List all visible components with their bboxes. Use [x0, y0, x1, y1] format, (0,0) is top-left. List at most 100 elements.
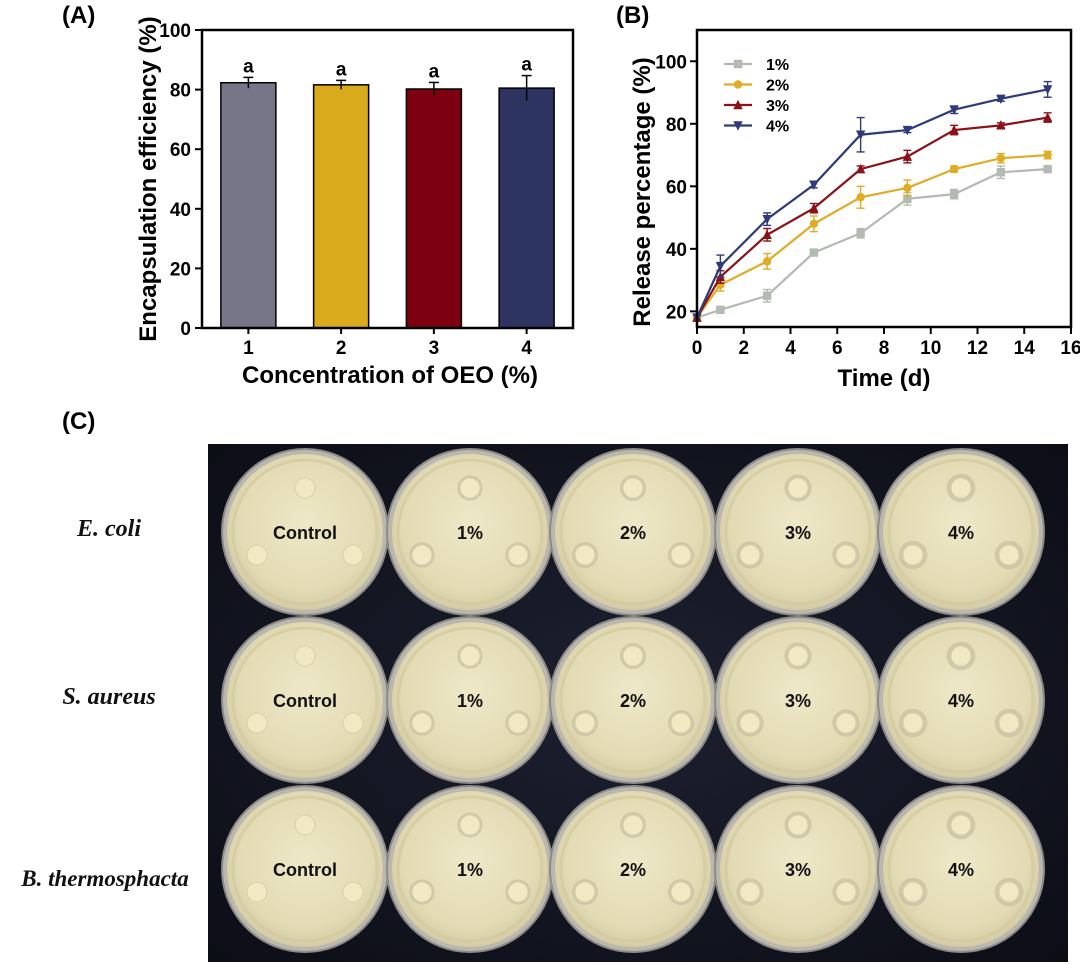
data-point [902, 125, 913, 136]
x-axis-label: Concentration of OEO (%) [242, 362, 538, 389]
dish-label-Control: Control [273, 860, 337, 880]
data-point [809, 203, 819, 213]
bar-4 [498, 87, 555, 329]
dish-label-4%: 4% [948, 523, 974, 543]
filter-disk [739, 544, 761, 566]
plot-frame [695, 28, 1073, 329]
data-point [949, 105, 959, 115]
x-tick-label-8: 8 [879, 338, 890, 359]
filter-disk [998, 881, 1020, 903]
legend-label-2%: 2% [766, 78, 789, 95]
data-point [949, 189, 959, 199]
significance-label-3: a [429, 61, 440, 82]
y-tick-label-40: 40 [666, 240, 687, 261]
filter-disk [294, 814, 316, 836]
petri-dish: 3% [714, 616, 882, 784]
filter-disk [739, 881, 761, 903]
filter-disk [950, 814, 972, 836]
petri-dish: 3% [714, 448, 882, 616]
dish-label-1%: 1% [457, 523, 483, 543]
data-point [996, 120, 1006, 130]
filter-disk [670, 544, 692, 566]
filter-disk [622, 645, 644, 667]
data-point [762, 291, 772, 300]
line-chart-release: 1% 2% 3% 4% 20 40 60 80 100 0 2 4 6 8 10 12 14 16 Time … [629, 28, 1080, 392]
series-3% [692, 112, 1053, 322]
data-point [903, 183, 912, 193]
x-tick-label-0: 0 [692, 338, 703, 359]
legend-marker-2% [733, 80, 743, 89]
x-tick-label-16: 16 [1060, 338, 1080, 359]
colony-ring [231, 795, 379, 943]
data-point [1043, 150, 1052, 160]
dish-label-Control: Control [273, 691, 337, 711]
agar-surface [555, 454, 711, 610]
series-1% [692, 164, 1052, 322]
x-tick-label-1: 1 [243, 338, 254, 359]
legend-marker-3% [733, 99, 743, 110]
petri-dish: Control [221, 785, 389, 953]
y-axis-label: Release percentage (%) [629, 57, 656, 326]
agar-surface [555, 791, 711, 947]
data-point [996, 153, 1006, 163]
colony-ring [724, 626, 872, 774]
legend-marker-4% [733, 121, 743, 131]
x-tick-label-2: 2 [336, 338, 347, 359]
bar-chart-encapsulation: a a a a 0 20 40 60 80 100 1 2 3 4 Concentration of … [135, 16, 575, 389]
data-point [762, 229, 772, 239]
filter-disk [574, 544, 596, 566]
y-tick-label-20: 20 [170, 259, 191, 280]
agar-surface [392, 454, 548, 610]
colony-ring [724, 458, 872, 606]
petri-dish: Control [221, 448, 389, 616]
data-point [949, 164, 959, 174]
filter-disk [670, 881, 692, 903]
data-point [856, 193, 865, 202]
filter-disk [998, 712, 1020, 734]
agar-surface [883, 622, 1039, 778]
petri-dish: Control [221, 616, 389, 784]
legend-label-1%: 1% [766, 57, 789, 74]
row-label-b-thermosphacta: B. thermosphacta [21, 866, 189, 891]
filter-disk [411, 712, 433, 734]
colony-ring [887, 795, 1035, 943]
x-tick-label-2: 2 [738, 338, 749, 359]
colony-ring [724, 795, 872, 943]
colony-ring [887, 626, 1035, 774]
petri-dish: 2% [549, 616, 717, 784]
data-point [716, 305, 725, 315]
agar-surface [392, 622, 548, 778]
filter-disk [507, 544, 529, 566]
dish-label-4%: 4% [948, 860, 974, 880]
filter-disk [787, 645, 809, 667]
series-line-1% [696, 168, 1048, 319]
data-point [715, 261, 726, 272]
petri-dish: 1% [386, 448, 554, 616]
series-2% [692, 150, 1052, 322]
petri-dish: 2% [549, 448, 717, 616]
data-point [1042, 85, 1053, 95]
filter-disk [574, 881, 596, 903]
agar-surface [392, 791, 548, 947]
colony-ring [231, 626, 379, 774]
series-line-4% [695, 88, 1048, 319]
y-tick-label-20: 20 [666, 302, 687, 323]
petri-dish: 4% [877, 616, 1045, 784]
y-tick-label-80: 80 [666, 115, 687, 136]
row-label-e-coli: E. coli [77, 516, 141, 542]
colony-ring [559, 626, 707, 774]
filter-disk [459, 645, 481, 667]
petri-dish: 1% [386, 616, 554, 784]
x-tick-label-14: 14 [1014, 338, 1036, 359]
dish-label-2%: 2% [620, 691, 646, 711]
filter-disk [411, 881, 433, 903]
filter-disk [950, 645, 972, 667]
filter-disk [246, 544, 268, 566]
data-point [1042, 112, 1053, 122]
filter-disk [246, 881, 268, 903]
y-tick-label-0: 0 [180, 319, 191, 340]
data-point [809, 219, 819, 229]
y-tick-label-60: 60 [666, 177, 687, 198]
dish-label-1%: 1% [457, 691, 483, 711]
petri-dish: 3% [714, 785, 882, 953]
